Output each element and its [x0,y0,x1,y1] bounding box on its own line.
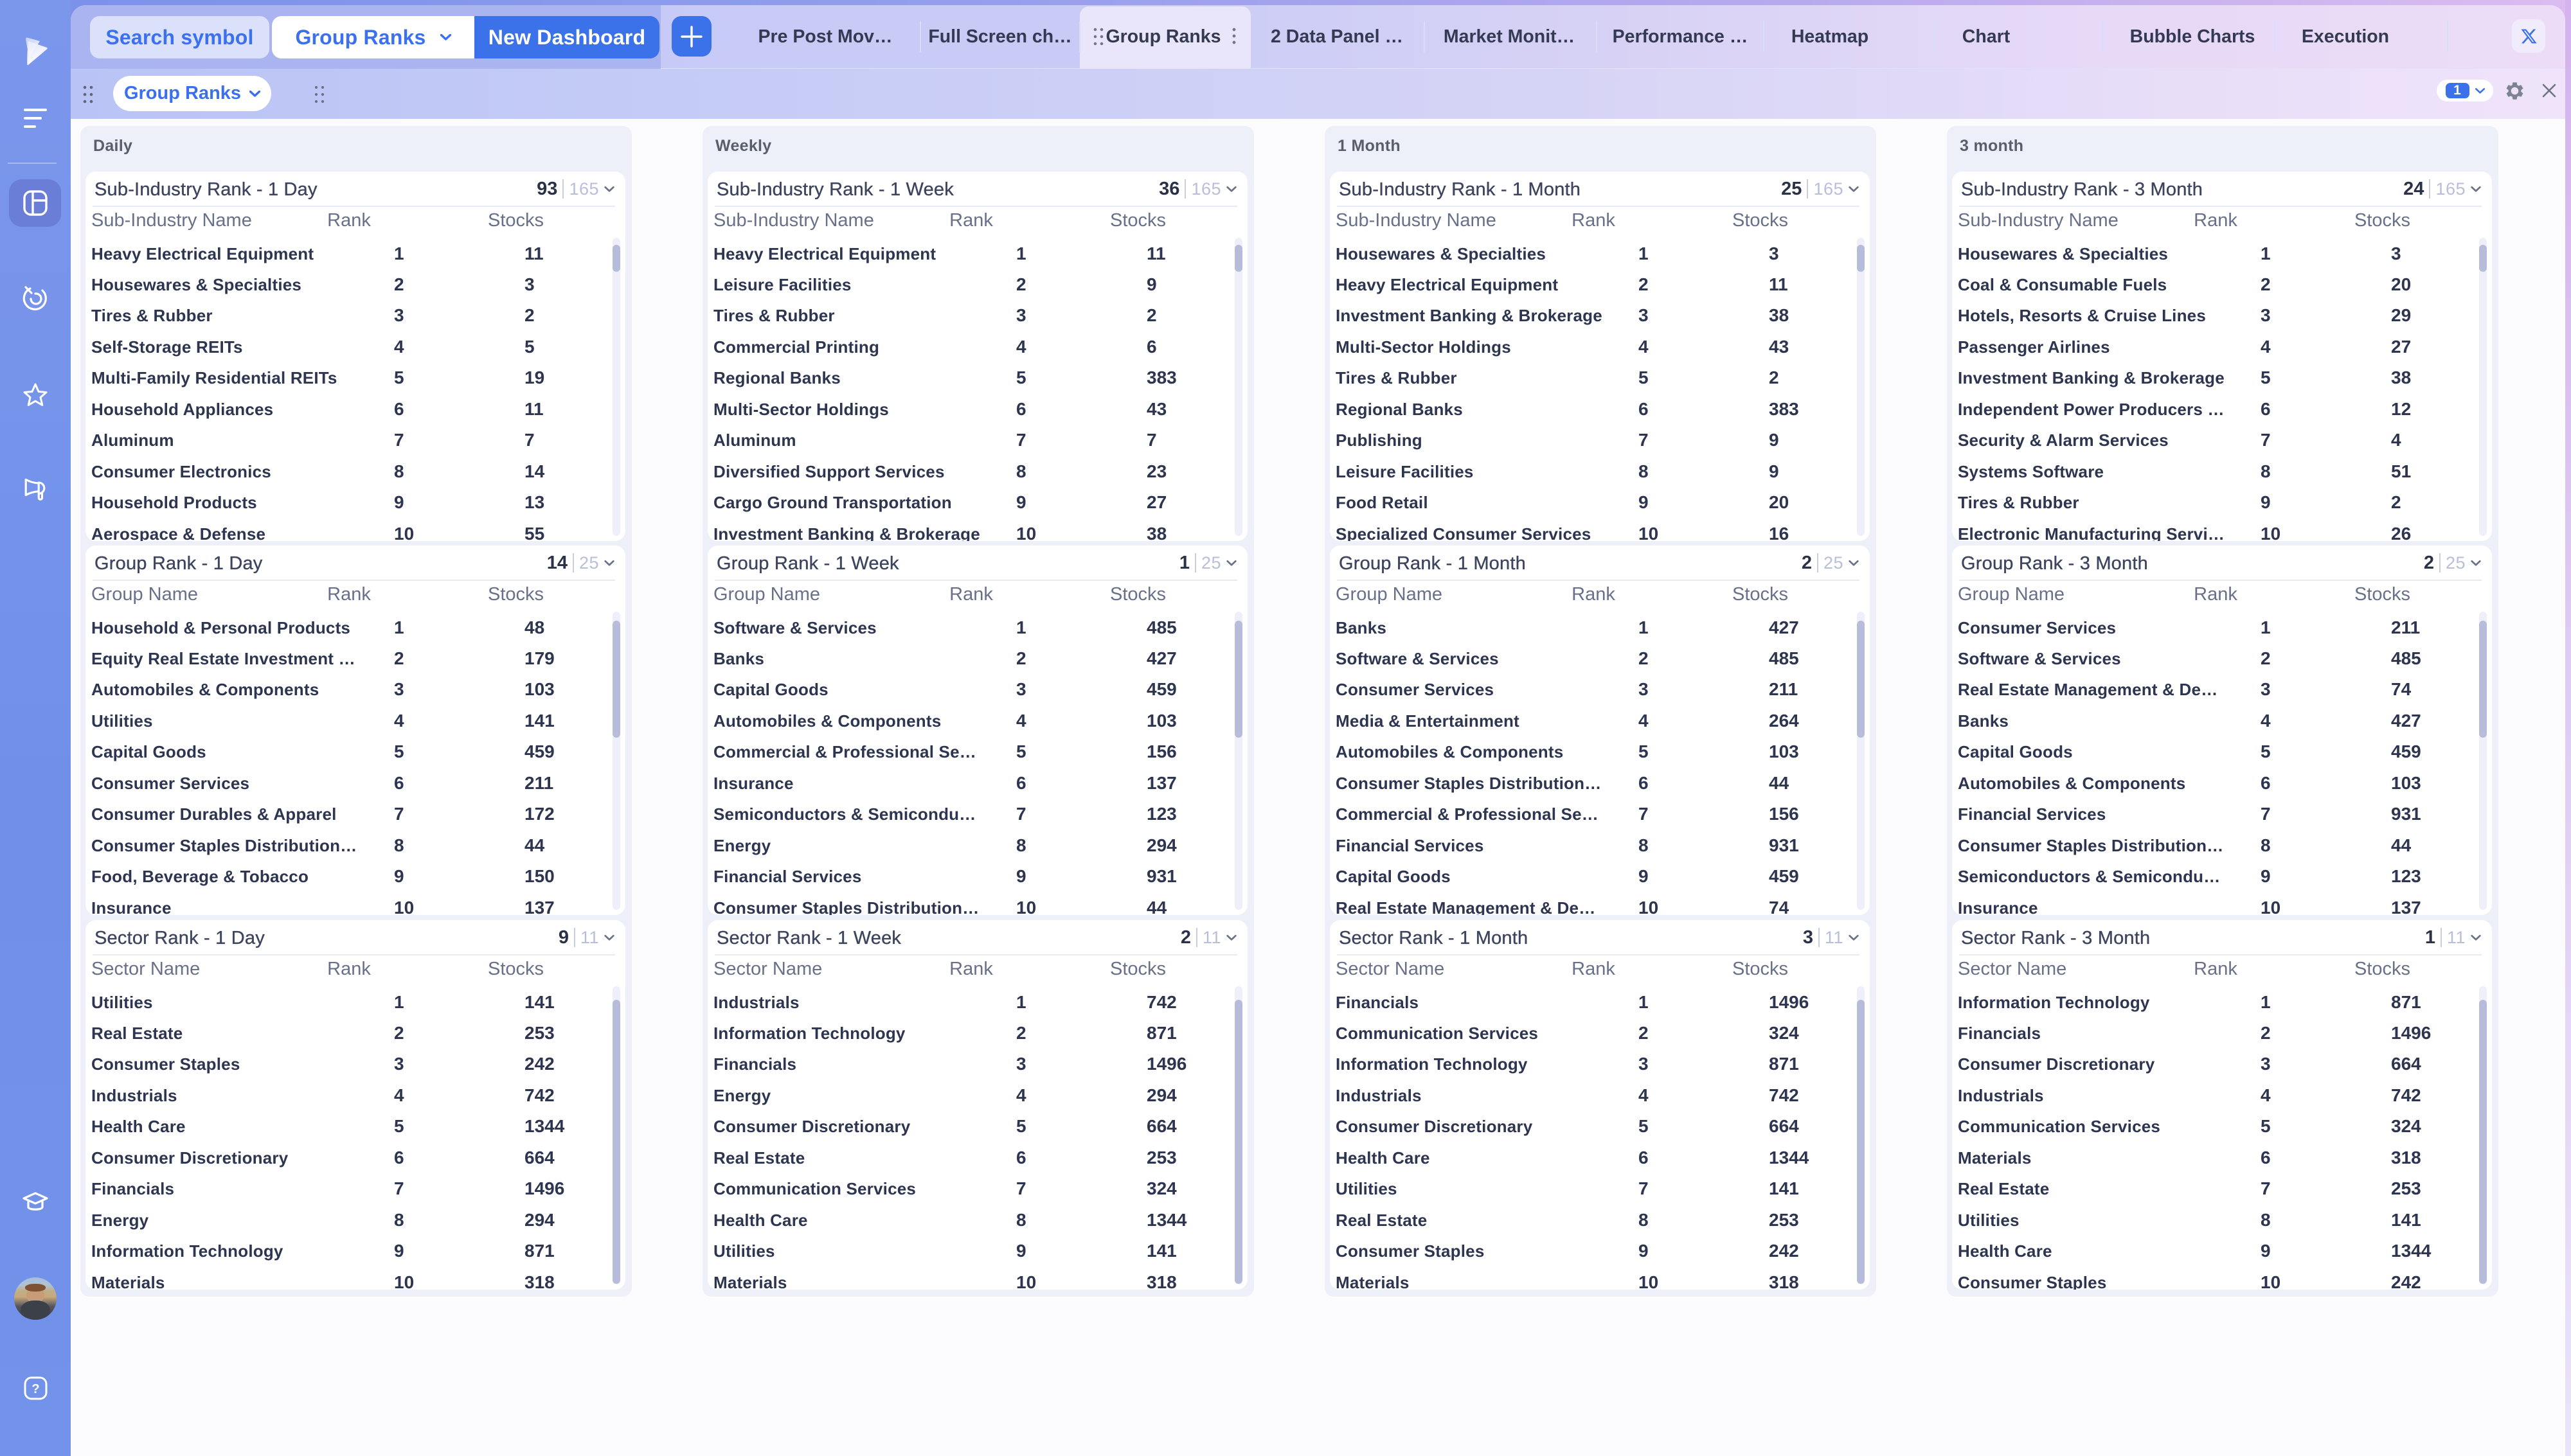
svg-text:?: ? [31,1382,39,1396]
